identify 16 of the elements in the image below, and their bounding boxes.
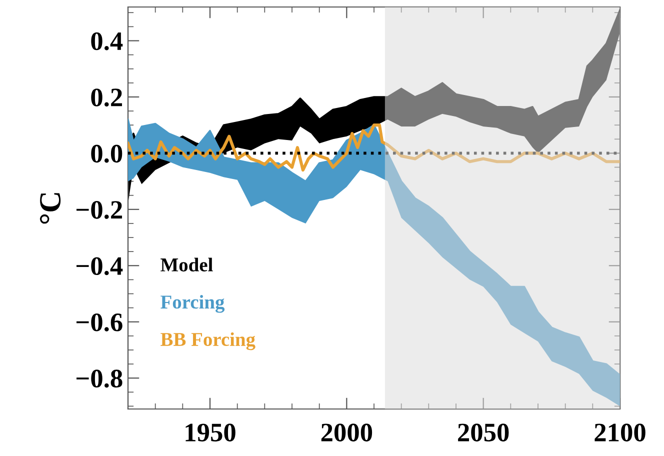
y-tick-label: −0.6 — [76, 313, 122, 332]
y-tick-label: 0.2 — [91, 88, 122, 106]
text: BB Forcing — [160, 332, 256, 350]
x-tick-label: 2100 — [594, 424, 646, 442]
x-tick-label: 1950 — [186, 424, 236, 442]
x-tick-label: 2050 — [458, 424, 509, 442]
y-tick-label: −0.2 — [76, 201, 122, 219]
text: Model — [160, 258, 213, 272]
y-tick-label: −0.4 — [76, 257, 123, 276]
text: Forcing — [160, 294, 225, 313]
y-tick-label: 0.4 — [91, 32, 123, 50]
y-axis-title: °C — [40, 193, 61, 224]
y-tick-label: 0.0 — [91, 144, 122, 163]
y-tick-label: −0.8 — [76, 370, 122, 388]
line-series — [128, 124, 620, 172]
x-tick-label: 2000 — [321, 424, 372, 442]
